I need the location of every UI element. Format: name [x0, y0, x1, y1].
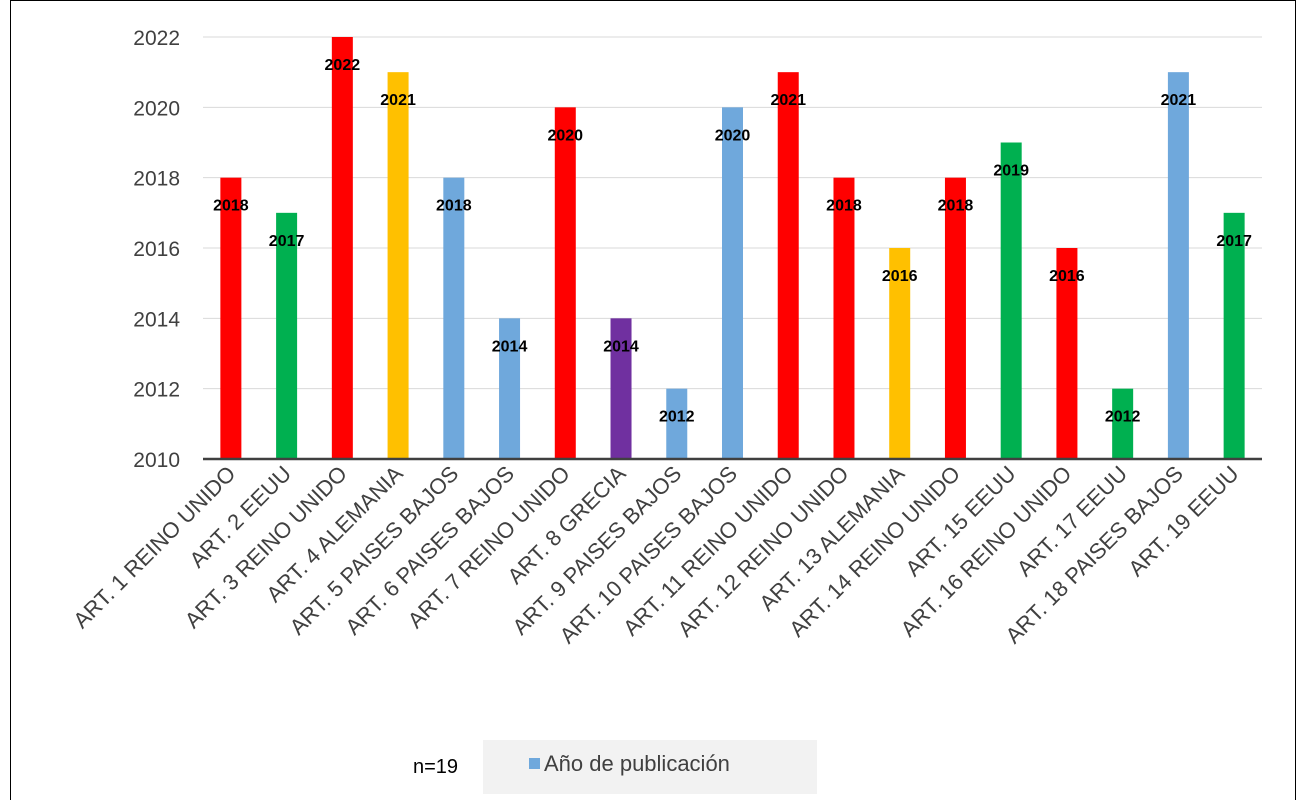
data-label: 2018	[436, 198, 472, 215]
data-labels: 2018 2017 2022 2021 2018 2014 2020 2014 2012 2020…	[213, 57, 1252, 426]
data-label: 2016	[882, 268, 918, 285]
bar	[666, 388, 688, 459]
bar	[944, 177, 966, 459]
data-label: 2017	[1216, 233, 1252, 250]
bar	[1000, 142, 1022, 459]
y-tick-label: 2016	[133, 238, 180, 261]
bar	[722, 107, 743, 459]
bar	[833, 177, 855, 459]
data-label: 2021	[770, 92, 806, 109]
bar	[1056, 248, 1078, 459]
data-label: 2018	[938, 198, 974, 215]
bar	[1167, 72, 1189, 460]
data-label: 2014	[492, 338, 528, 355]
data-label: 2021	[380, 92, 416, 109]
data-label: 2017	[269, 233, 305, 250]
bar	[610, 318, 632, 459]
bar	[1223, 212, 1245, 459]
data-label: 2012	[1105, 409, 1141, 426]
data-label: 2020	[547, 127, 583, 144]
y-tick-label: 2014	[133, 308, 180, 331]
data-label: 2018	[826, 198, 862, 215]
y-tick-label: 2020	[133, 97, 180, 120]
data-label: 2021	[1161, 92, 1197, 109]
data-label: 2012	[659, 409, 695, 426]
bar	[387, 72, 409, 460]
bar	[777, 72, 799, 460]
bar	[276, 212, 298, 459]
data-label: 2014	[603, 338, 639, 355]
data-label: 2018	[213, 198, 249, 215]
y-axis-ticks: 2010 2012 2014 2016 2018 2020 2022	[133, 27, 180, 472]
y-tick-label: 2022	[133, 27, 180, 50]
bar	[554, 107, 576, 459]
bar	[220, 177, 242, 459]
data-label: 2020	[715, 127, 751, 144]
bar-chart: 2010 2012 2014 2016 2018 2020 2022 ART. 1 REIN…	[68, 27, 1262, 649]
y-tick-label: 2018	[133, 168, 180, 191]
bar	[1112, 388, 1134, 459]
bar	[331, 37, 353, 459]
data-label: 2019	[993, 163, 1029, 180]
bars	[220, 37, 1245, 460]
bar	[889, 248, 911, 459]
sample-size-note: n=19	[413, 756, 459, 778]
bar	[443, 177, 465, 459]
bar	[499, 318, 521, 459]
y-tick-label: 2010	[133, 449, 180, 472]
legend-swatch	[529, 758, 540, 769]
data-label: 2016	[1049, 268, 1085, 285]
y-tick-label: 2012	[133, 379, 180, 402]
data-label: 2022	[325, 57, 361, 74]
legend-label: Año de publicación	[544, 751, 730, 776]
